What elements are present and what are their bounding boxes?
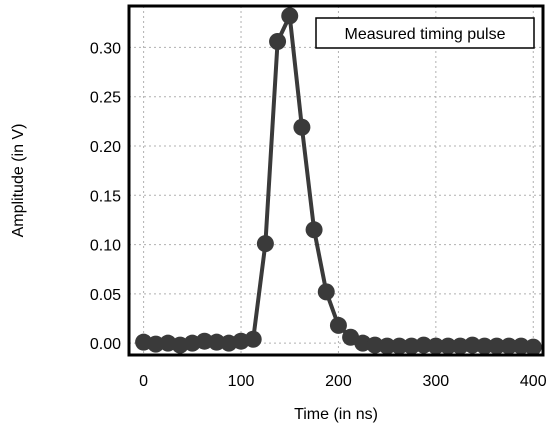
x-tick-label: 0 xyxy=(139,373,148,390)
x-tick-label: 400 xyxy=(520,373,547,390)
data-point xyxy=(244,330,262,348)
data-point xyxy=(451,337,469,355)
data-point xyxy=(500,337,518,355)
x-tick-label: 100 xyxy=(228,373,255,390)
legend-box xyxy=(315,17,535,49)
grid-lines xyxy=(129,6,543,355)
y-tick-label: 0.25 xyxy=(90,90,121,107)
series-layer xyxy=(135,7,542,356)
data-point xyxy=(378,337,396,355)
x-tick-label: 200 xyxy=(325,373,352,390)
data-point xyxy=(208,333,226,351)
data-point xyxy=(317,283,335,301)
data-point xyxy=(488,337,506,355)
x-tick-label: 300 xyxy=(422,373,449,390)
y-tick-label: 0.30 xyxy=(90,40,121,57)
data-point xyxy=(390,337,408,355)
y-tick-label: 0.20 xyxy=(90,139,121,156)
data-point xyxy=(415,336,433,354)
x-tick-labels: 0 100 200 300 400 xyxy=(139,373,547,390)
data-point xyxy=(147,335,165,353)
data-point xyxy=(476,337,494,355)
data-point xyxy=(402,337,420,355)
data-point xyxy=(195,332,213,350)
y-tick-labels: 0.00 0.05 0.10 0.15 0.20 0.25 0.30 xyxy=(90,40,121,353)
y-tick-label: 0.00 xyxy=(90,336,121,353)
legend: Measured timing pulse xyxy=(315,17,535,49)
y-axis-title: Amplitude (in V) xyxy=(10,124,27,238)
data-point xyxy=(427,337,445,355)
data-point xyxy=(512,337,530,355)
y-tick-label: 0.15 xyxy=(90,188,121,205)
data-point xyxy=(256,235,274,253)
y-tick-label: 0.10 xyxy=(90,238,121,255)
y-tick-label: 0.05 xyxy=(90,287,121,304)
data-point xyxy=(269,32,287,50)
legend-label: Measured timing pulse xyxy=(345,26,506,43)
data-point xyxy=(281,7,299,25)
data-point xyxy=(293,118,311,136)
data-point xyxy=(329,316,347,334)
data-point xyxy=(305,221,323,239)
data-point xyxy=(524,338,542,356)
data-point xyxy=(439,337,457,355)
data-point xyxy=(463,336,481,354)
plot-frame xyxy=(127,4,545,357)
x-axis-title: Time (in ns) xyxy=(294,406,378,423)
data-point xyxy=(366,336,384,354)
